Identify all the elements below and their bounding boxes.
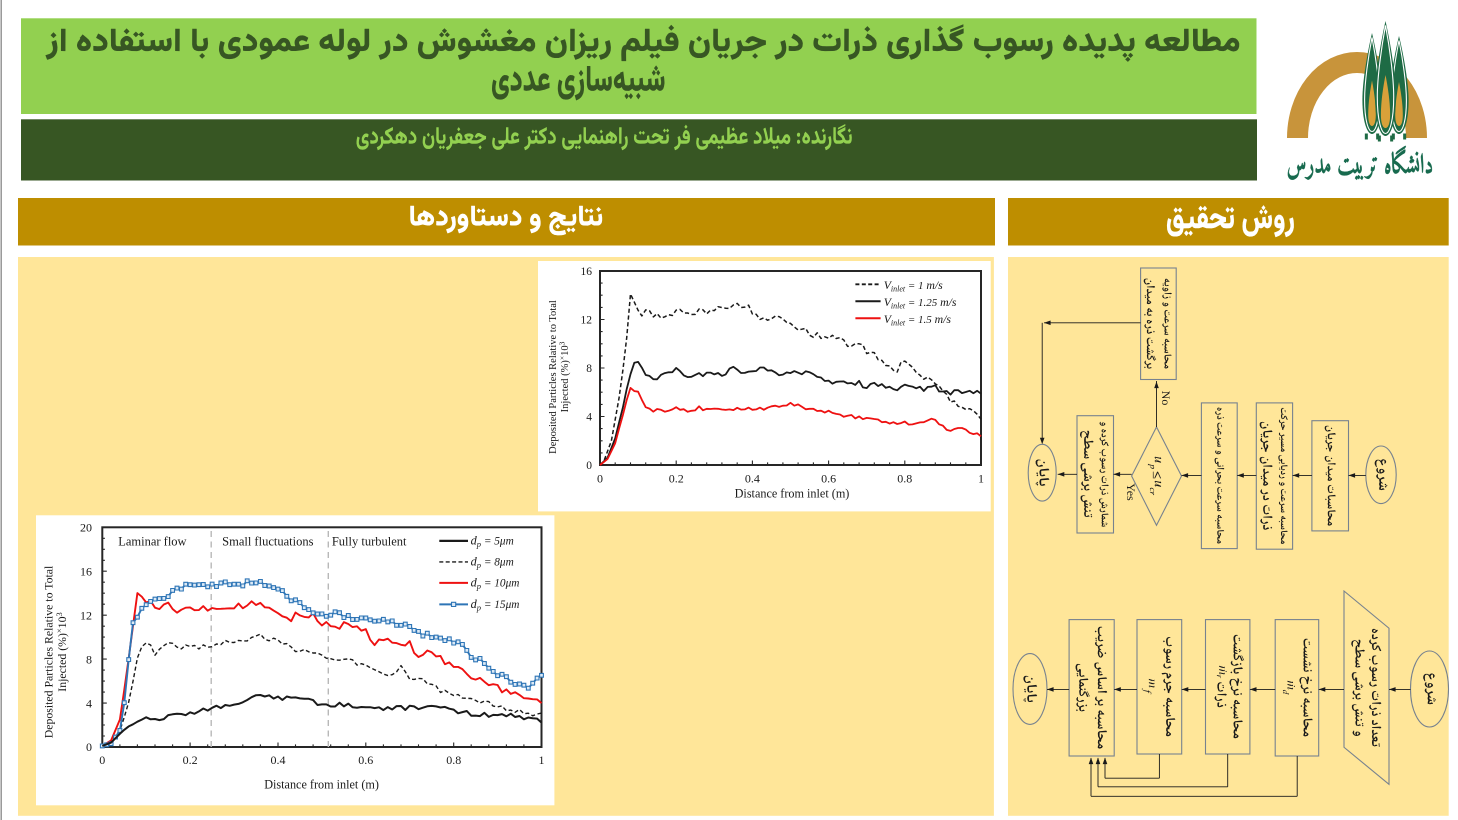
svg-text:Distance from inlet (m): Distance from inlet (m) xyxy=(735,487,850,501)
svg-text:dp = 5μm: dp = 5μm xyxy=(471,534,514,550)
svg-text:Small fluctuations: Small fluctuations xyxy=(222,535,313,549)
svg-text:0: 0 xyxy=(586,460,592,472)
svg-text:8: 8 xyxy=(86,652,92,666)
svg-text:0.8: 0.8 xyxy=(446,753,461,767)
svg-text:8: 8 xyxy=(586,363,592,375)
svg-text:No: No xyxy=(1159,391,1173,406)
svg-text:4: 4 xyxy=(86,696,92,710)
svg-text:dp = 10μm: dp = 10μm xyxy=(471,576,520,592)
svg-text:16: 16 xyxy=(80,564,92,578)
svg-text:Laminar flow: Laminar flow xyxy=(118,535,186,549)
svg-text:1: 1 xyxy=(539,753,545,767)
svg-text:Yes: Yes xyxy=(1124,483,1138,501)
svg-text:Distance from inlet (m): Distance from inlet (m) xyxy=(264,778,379,792)
svg-text:0.4: 0.4 xyxy=(271,753,286,767)
svg-text:dp = 15μm: dp = 15μm xyxy=(471,597,520,613)
svg-text:16: 16 xyxy=(581,266,593,278)
svg-text:0.6: 0.6 xyxy=(358,753,373,767)
svg-text:0.2: 0.2 xyxy=(669,471,684,485)
svg-text:0: 0 xyxy=(99,753,105,767)
svg-text:0: 0 xyxy=(597,471,603,485)
svg-text:Fully turbulent: Fully turbulent xyxy=(332,535,407,549)
svg-text:dp = 8μm: dp = 8μm xyxy=(471,555,514,571)
svg-text:4: 4 xyxy=(586,412,592,424)
svg-text:0.4: 0.4 xyxy=(745,471,760,485)
svg-text:0.2: 0.2 xyxy=(183,753,198,767)
svg-text:0.8: 0.8 xyxy=(897,471,912,485)
svg-text:1: 1 xyxy=(978,471,984,485)
svg-text:12: 12 xyxy=(80,608,92,622)
svg-text:0.6: 0.6 xyxy=(821,471,836,485)
svg-text:Vinlet = 1 m/s: Vinlet = 1 m/s xyxy=(884,278,943,294)
svg-text:12: 12 xyxy=(581,315,593,327)
svg-text:0: 0 xyxy=(86,740,92,754)
svg-text:20: 20 xyxy=(80,521,92,535)
